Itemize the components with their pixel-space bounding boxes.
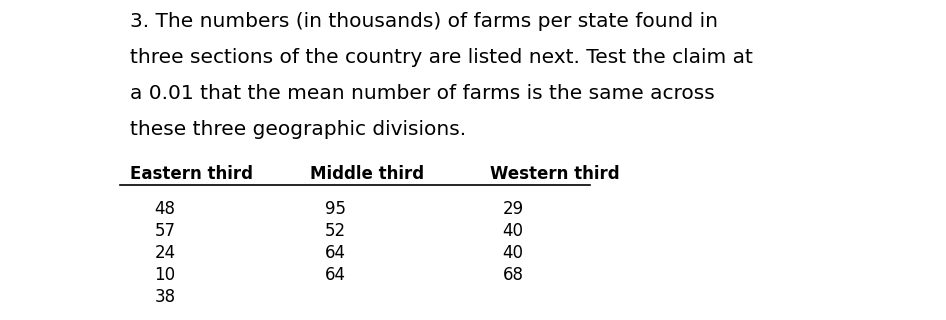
- Text: 29: 29: [502, 200, 523, 218]
- Text: these three geographic divisions.: these three geographic divisions.: [130, 120, 466, 139]
- Text: Eastern third: Eastern third: [130, 165, 253, 183]
- Text: Middle third: Middle third: [310, 165, 424, 183]
- Text: 40: 40: [502, 244, 523, 262]
- Text: 95: 95: [324, 200, 345, 218]
- Text: 57: 57: [154, 222, 176, 240]
- Text: three sections of the country are listed next. Test the claim at: three sections of the country are listed…: [130, 48, 753, 67]
- Text: 10: 10: [154, 266, 176, 284]
- Text: 40: 40: [502, 222, 523, 240]
- Text: a 0.01 that the mean number of farms is the same across: a 0.01 that the mean number of farms is …: [130, 84, 715, 103]
- Text: Western third: Western third: [490, 165, 620, 183]
- Text: 68: 68: [502, 266, 523, 284]
- Text: 64: 64: [324, 244, 345, 262]
- Text: 3. The numbers (in thousands) of farms per state found in: 3. The numbers (in thousands) of farms p…: [130, 12, 718, 31]
- Text: 38: 38: [154, 288, 176, 306]
- Text: 24: 24: [154, 244, 176, 262]
- Text: 48: 48: [154, 200, 176, 218]
- Text: 52: 52: [324, 222, 345, 240]
- Text: 64: 64: [324, 266, 345, 284]
